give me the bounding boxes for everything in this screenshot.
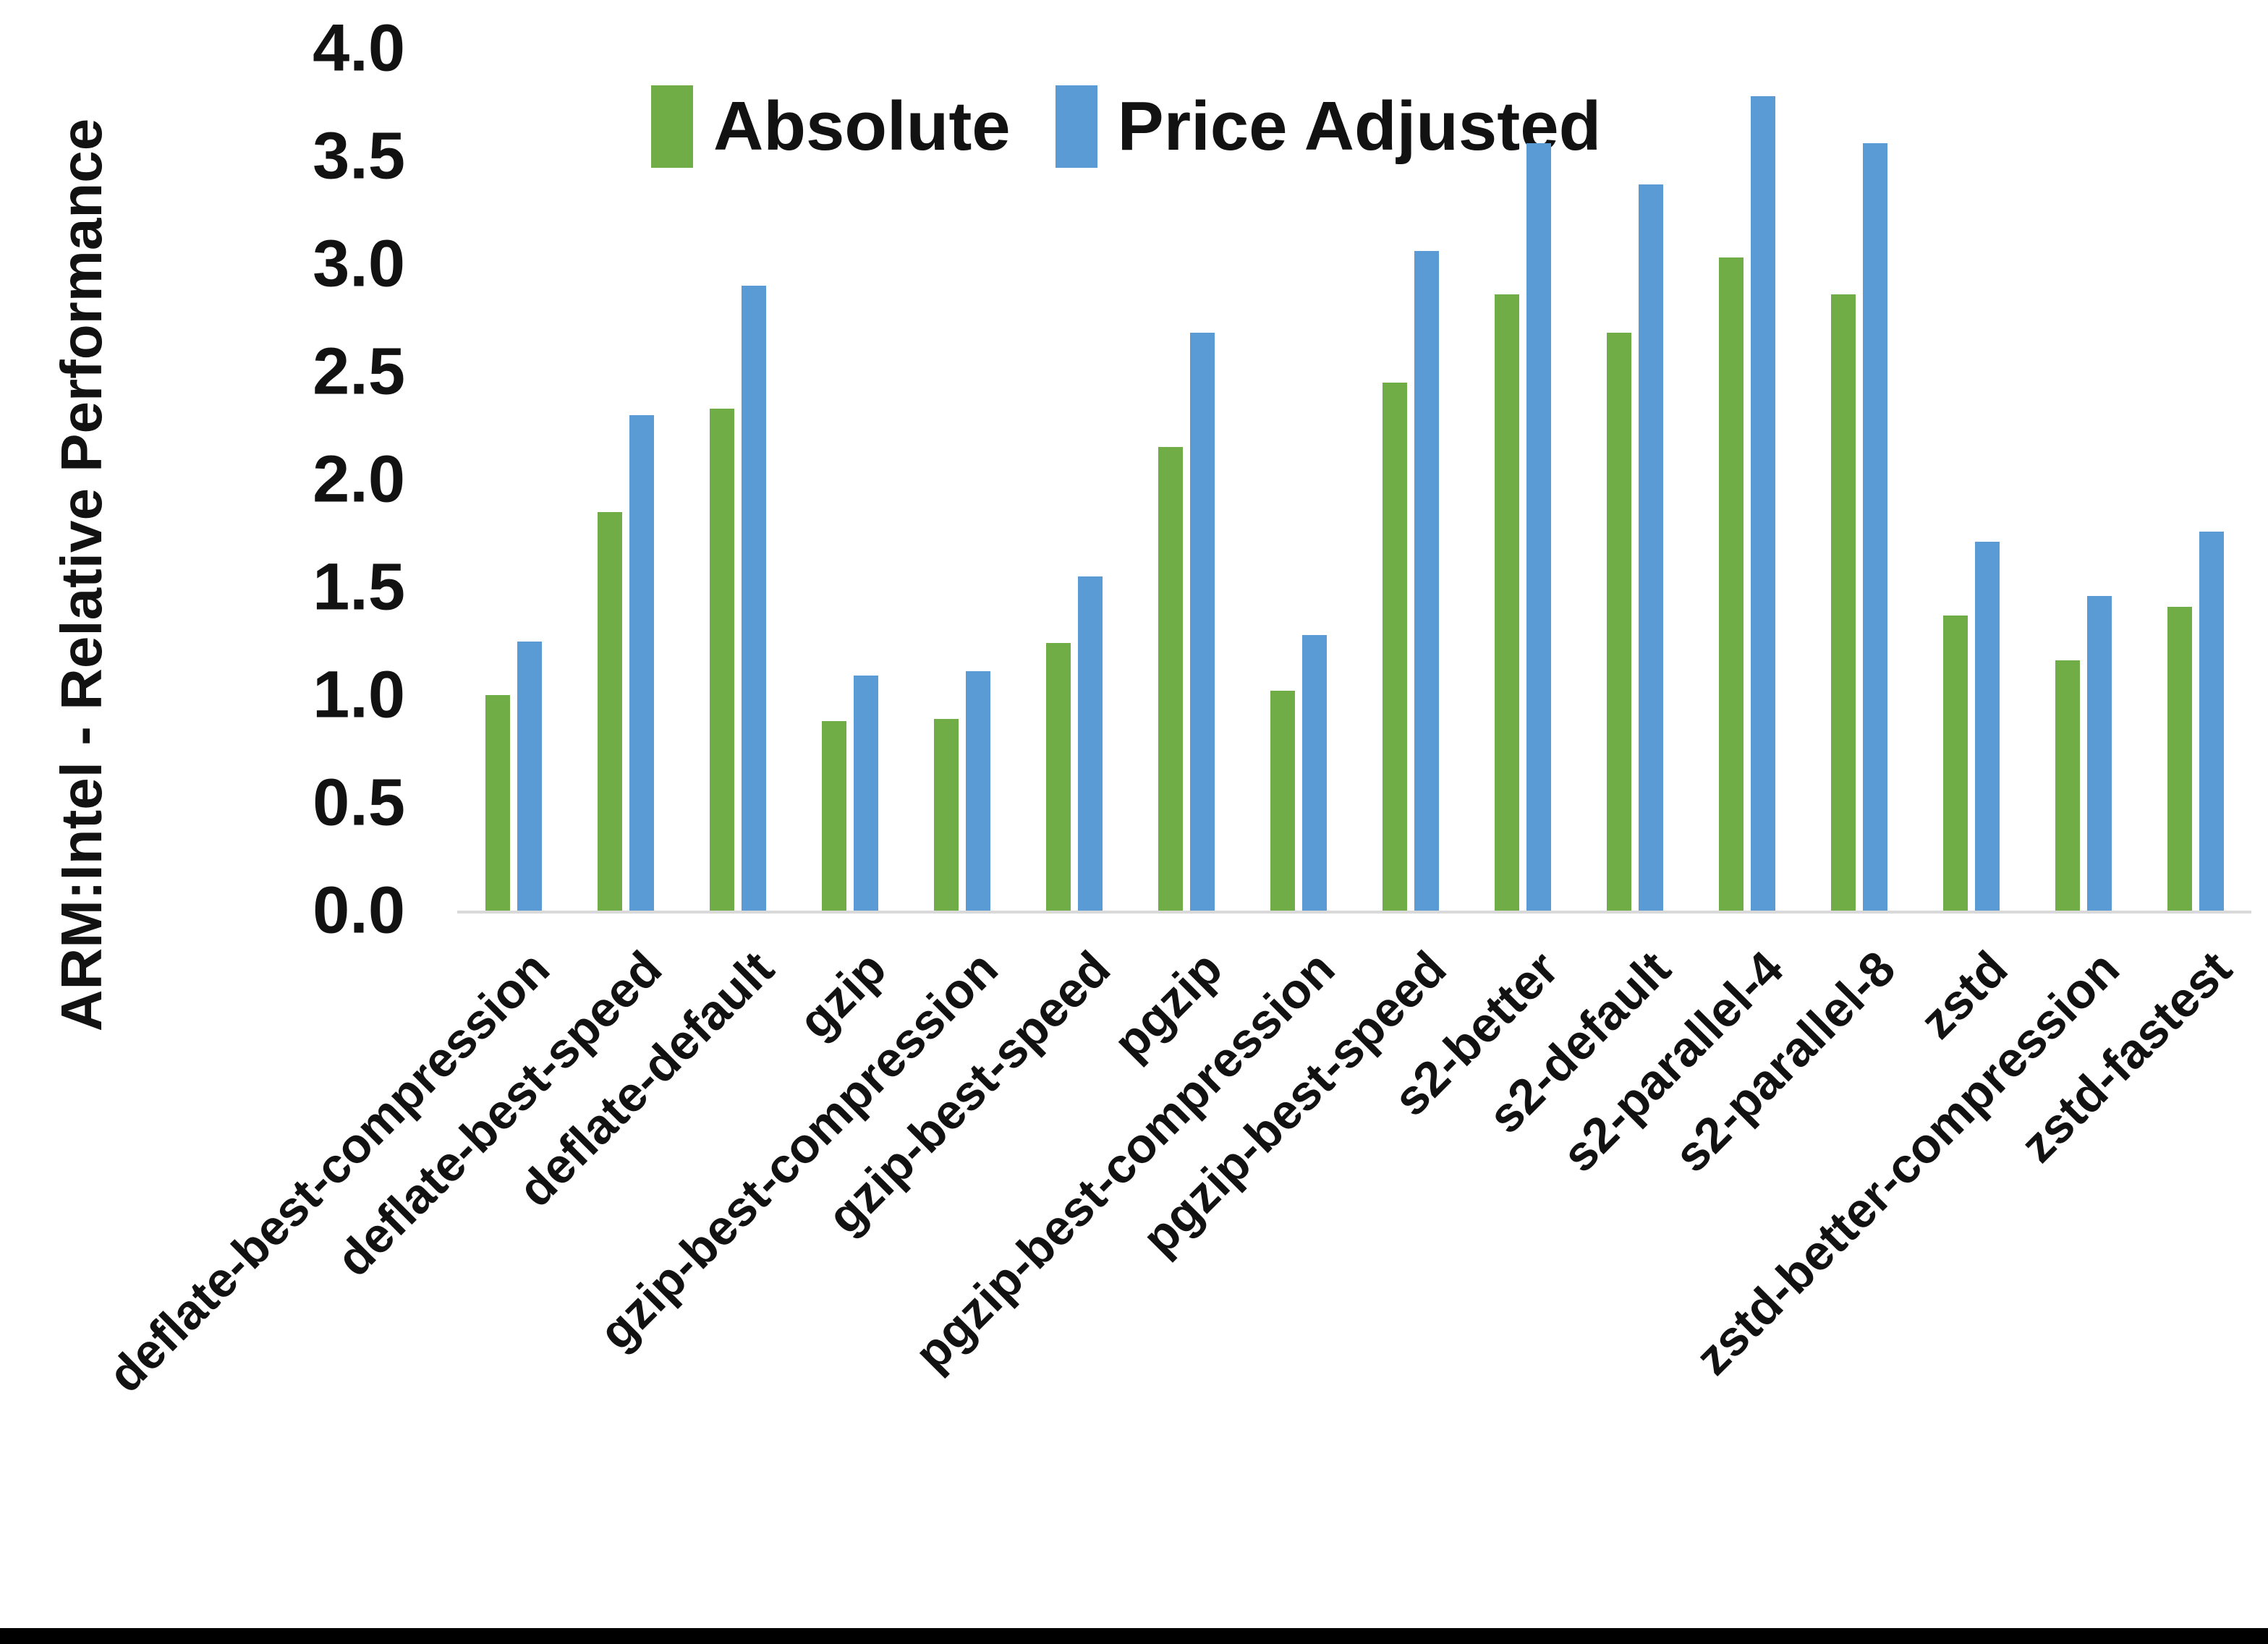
y-tick-2.5: 2.5: [313, 334, 405, 409]
bar-absolute-s2-better: [1494, 294, 1519, 911]
bar-absolute-pgzip-best-compression: [1270, 691, 1295, 911]
bar-absolute-gzip-best-compression: [933, 718, 959, 911]
bar-price-adjusted-s2-better: [1526, 143, 1551, 911]
bar-absolute-s2-parallel-4: [1718, 257, 1744, 911]
bar-price-adjusted-gzip: [853, 676, 878, 911]
bar-price-adjusted-deflate-best-compression: [517, 641, 542, 911]
x-label-deflate-best-compression: deflate-best-compression: [98, 940, 560, 1403]
bar-price-adjusted-gzip-best-compression: [965, 671, 990, 911]
bar-price-adjusted-s2-default: [1638, 184, 1663, 911]
bar-absolute-pgzip-best-speed: [1382, 382, 1407, 911]
bar-price-adjusted-pgzip-best-speed: [1414, 251, 1439, 911]
legend-item-price-adjusted: Price Adjusted: [1055, 85, 1602, 168]
legend-swatch-absolute: [651, 85, 693, 168]
bar-price-adjusted-zstd: [1974, 542, 2000, 911]
y-tick-0.5: 0.5: [313, 765, 405, 840]
bottom-border: [0, 1628, 2268, 1644]
y-tick-2.0: 2.0: [313, 442, 405, 516]
y-tick-1.5: 1.5: [313, 550, 405, 624]
bar-price-adjusted-gzip-best-speed: [1077, 576, 1103, 911]
legend: Absolute Price Adjusted: [651, 85, 1601, 168]
legend-item-absolute: Absolute: [651, 85, 1011, 168]
bar-absolute-gzip-best-speed: [1045, 643, 1071, 911]
y-tick-3.5: 3.5: [313, 119, 405, 193]
bar-price-adjusted-deflate-best-speed: [629, 414, 654, 911]
legend-swatch-price-adjusted: [1055, 85, 1097, 168]
bar-price-adjusted-deflate-default: [741, 285, 766, 911]
bar-price-adjusted-s2-parallel-4: [1750, 95, 1775, 911]
bar-price-adjusted-pgzip-best-compression: [1301, 634, 1327, 911]
y-tick-0.0: 0.0: [313, 873, 405, 947]
bar-absolute-zstd-fastest: [2167, 606, 2192, 911]
bar-absolute-zstd-better-compression: [2055, 660, 2080, 911]
legend-label-price-adjusted: Price Adjusted: [1117, 88, 1602, 165]
bar-absolute-deflate-best-compression: [485, 695, 510, 911]
bar-absolute-zstd: [1942, 615, 1968, 911]
y-tick-3.0: 3.0: [313, 226, 405, 301]
bar-absolute-pgzip: [1158, 447, 1183, 911]
bar-absolute-s2-default: [1606, 333, 1631, 911]
y-axis-title: ARM:Intel - Relative Performance: [49, 118, 114, 1032]
legend-label-absolute: Absolute: [713, 88, 1011, 165]
y-tick-1.0: 1.0: [313, 657, 405, 732]
bar-price-adjusted-zstd-better-compression: [2086, 595, 2112, 911]
bar-absolute-gzip: [821, 720, 846, 911]
plot-area: [457, 48, 2251, 913]
bar-price-adjusted-s2-parallel-8: [1862, 143, 1887, 911]
bar-absolute-deflate-best-speed: [597, 511, 622, 911]
bar-price-adjusted-pgzip: [1189, 333, 1215, 911]
y-tick-4.0: 4.0: [313, 11, 405, 85]
bar-absolute-s2-parallel-8: [1830, 294, 1856, 911]
bar-absolute-deflate-default: [709, 408, 734, 911]
bar-price-adjusted-zstd-fastest: [2199, 531, 2224, 911]
